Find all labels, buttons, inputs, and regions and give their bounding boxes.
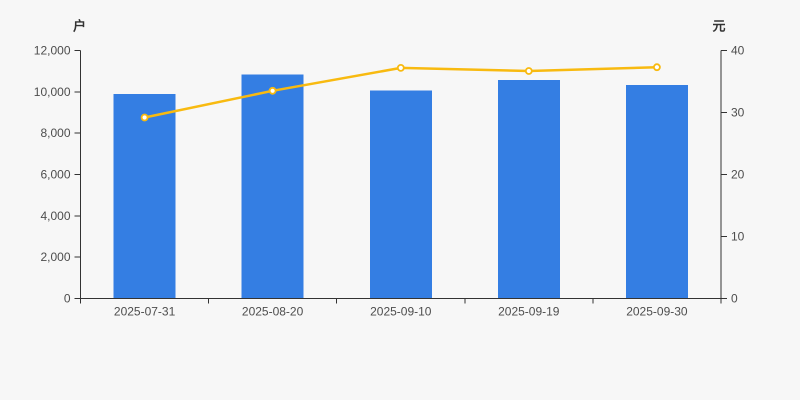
line-point[interactable] — [268, 86, 277, 95]
line-point[interactable] — [524, 67, 533, 75]
right-axis-tick-label: 0 — [731, 292, 738, 306]
right-axis-tick-label: 20 — [731, 168, 745, 182]
left-axis-tick-label: 10,000 — [34, 85, 71, 99]
x-axis-label: 2025-08-20 — [242, 305, 304, 319]
x-axis-label: 2025-07-31 — [114, 305, 176, 319]
x-axis-label: 2025-09-30 — [626, 305, 688, 319]
line-point[interactable] — [140, 113, 149, 122]
x-axis-label: 2025-09-19 — [498, 305, 560, 319]
left-axis-tick-label: 4,000 — [40, 209, 70, 223]
left-axis-tick-label: 12,000 — [34, 44, 71, 58]
bar[interactable] — [497, 79, 560, 299]
left-axis-tick-label: 2,000 — [40, 250, 70, 264]
x-axis-label: 2025-09-10 — [370, 305, 432, 319]
left-axis-tick-label: 8,000 — [40, 126, 70, 140]
right-axis-tick-label: 40 — [731, 44, 745, 58]
line-point[interactable] — [396, 64, 405, 72]
line-point[interactable] — [653, 63, 661, 72]
bar[interactable] — [241, 74, 304, 299]
bar[interactable] — [113, 93, 176, 299]
right-axis-tick-label: 10 — [731, 230, 745, 244]
bar[interactable] — [369, 90, 432, 299]
left-axis-tick-label: 6,000 — [40, 168, 70, 182]
right-axis-name: 元 — [712, 19, 725, 34]
left-axis-name: 户 — [73, 19, 86, 34]
bar[interactable] — [625, 84, 688, 299]
left-axis-tick-label: 0 — [64, 292, 71, 306]
right-axis-tick-label: 30 — [731, 106, 745, 120]
